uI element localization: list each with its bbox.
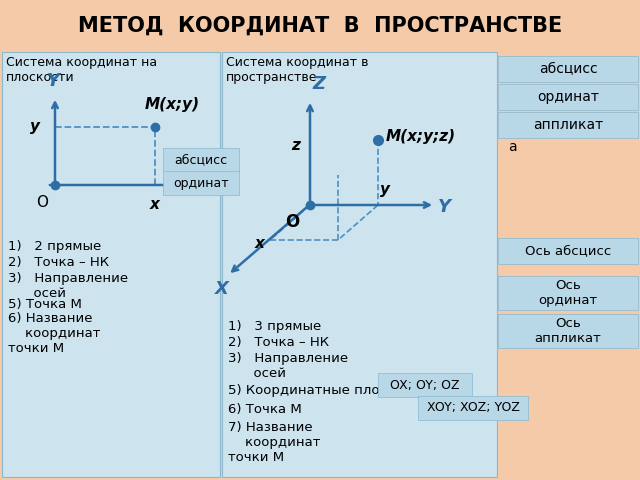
Text: z: z — [291, 137, 300, 153]
FancyBboxPatch shape — [498, 276, 638, 310]
Text: 2)   Точка – НК: 2) Точка – НК — [228, 336, 329, 349]
Text: ординат: ординат — [173, 177, 229, 190]
Text: Система координат на
плоскости: Система координат на плоскости — [6, 56, 157, 84]
Text: абсцисс: абсцисс — [539, 62, 597, 76]
FancyBboxPatch shape — [498, 84, 638, 110]
Text: y: y — [380, 182, 390, 197]
Text: 6) Точка М: 6) Точка М — [228, 403, 301, 416]
Text: x: x — [255, 236, 265, 251]
Text: 7) Название
    координат
точки М: 7) Название координат точки М — [228, 421, 321, 464]
Text: 3)   Направление
      осей: 3) Направление осей — [228, 352, 348, 380]
Text: XOY; XOZ; YOZ: XOY; XOZ; YOZ — [427, 401, 520, 415]
Text: 2)   Точка – НК: 2) Точка – НК — [8, 256, 109, 269]
Text: а: а — [508, 140, 516, 154]
FancyBboxPatch shape — [498, 238, 638, 264]
Text: МЕТОД  КООРДИНАТ  В  ПРОСТРАНСТВЕ: МЕТОД КООРДИНАТ В ПРОСТРАНСТВЕ — [78, 16, 562, 36]
Text: Ось
аппликат: Ось аппликат — [534, 317, 602, 345]
Text: Ось абсцисс: Ось абсцисс — [525, 244, 611, 257]
FancyBboxPatch shape — [222, 52, 497, 477]
FancyBboxPatch shape — [2, 52, 220, 477]
Text: OX; OY; OZ: OX; OY; OZ — [390, 379, 460, 392]
Text: 6) Название
    координат
точки М: 6) Название координат точки М — [8, 312, 100, 355]
Text: Ось
ординат: Ось ординат — [538, 279, 598, 307]
Text: Y: Y — [438, 198, 451, 216]
FancyBboxPatch shape — [163, 171, 239, 195]
Text: M(x;y;z): M(x;y;z) — [386, 130, 456, 144]
FancyBboxPatch shape — [498, 112, 638, 138]
Text: аппликат: аппликат — [533, 118, 603, 132]
Text: 1)   2 прямые: 1) 2 прямые — [8, 240, 101, 253]
Text: 5) Точка М: 5) Точка М — [8, 298, 82, 311]
Text: Система координат в
пространстве: Система координат в пространстве — [226, 56, 369, 84]
Text: X: X — [215, 280, 229, 298]
Text: y: y — [30, 120, 40, 134]
Text: Z: Z — [312, 75, 325, 93]
FancyBboxPatch shape — [498, 314, 638, 348]
FancyBboxPatch shape — [498, 56, 638, 82]
FancyBboxPatch shape — [418, 396, 528, 420]
FancyBboxPatch shape — [378, 373, 472, 397]
Text: 5) Координатные плоскости: 5) Координатные плоскости — [228, 384, 427, 397]
Text: абсцисс: абсцисс — [175, 154, 228, 167]
Text: 1)   3 прямые: 1) 3 прямые — [228, 320, 321, 333]
Text: M(x;y): M(x;y) — [145, 97, 200, 112]
Text: x: x — [150, 197, 160, 212]
Text: O: O — [36, 195, 48, 210]
Text: ординат: ординат — [537, 90, 599, 104]
Text: O: O — [285, 213, 299, 231]
Text: 3)   Направление
      осей: 3) Направление осей — [8, 272, 128, 300]
FancyBboxPatch shape — [163, 148, 239, 172]
Text: Y: Y — [47, 72, 60, 90]
Text: X: X — [207, 176, 221, 194]
